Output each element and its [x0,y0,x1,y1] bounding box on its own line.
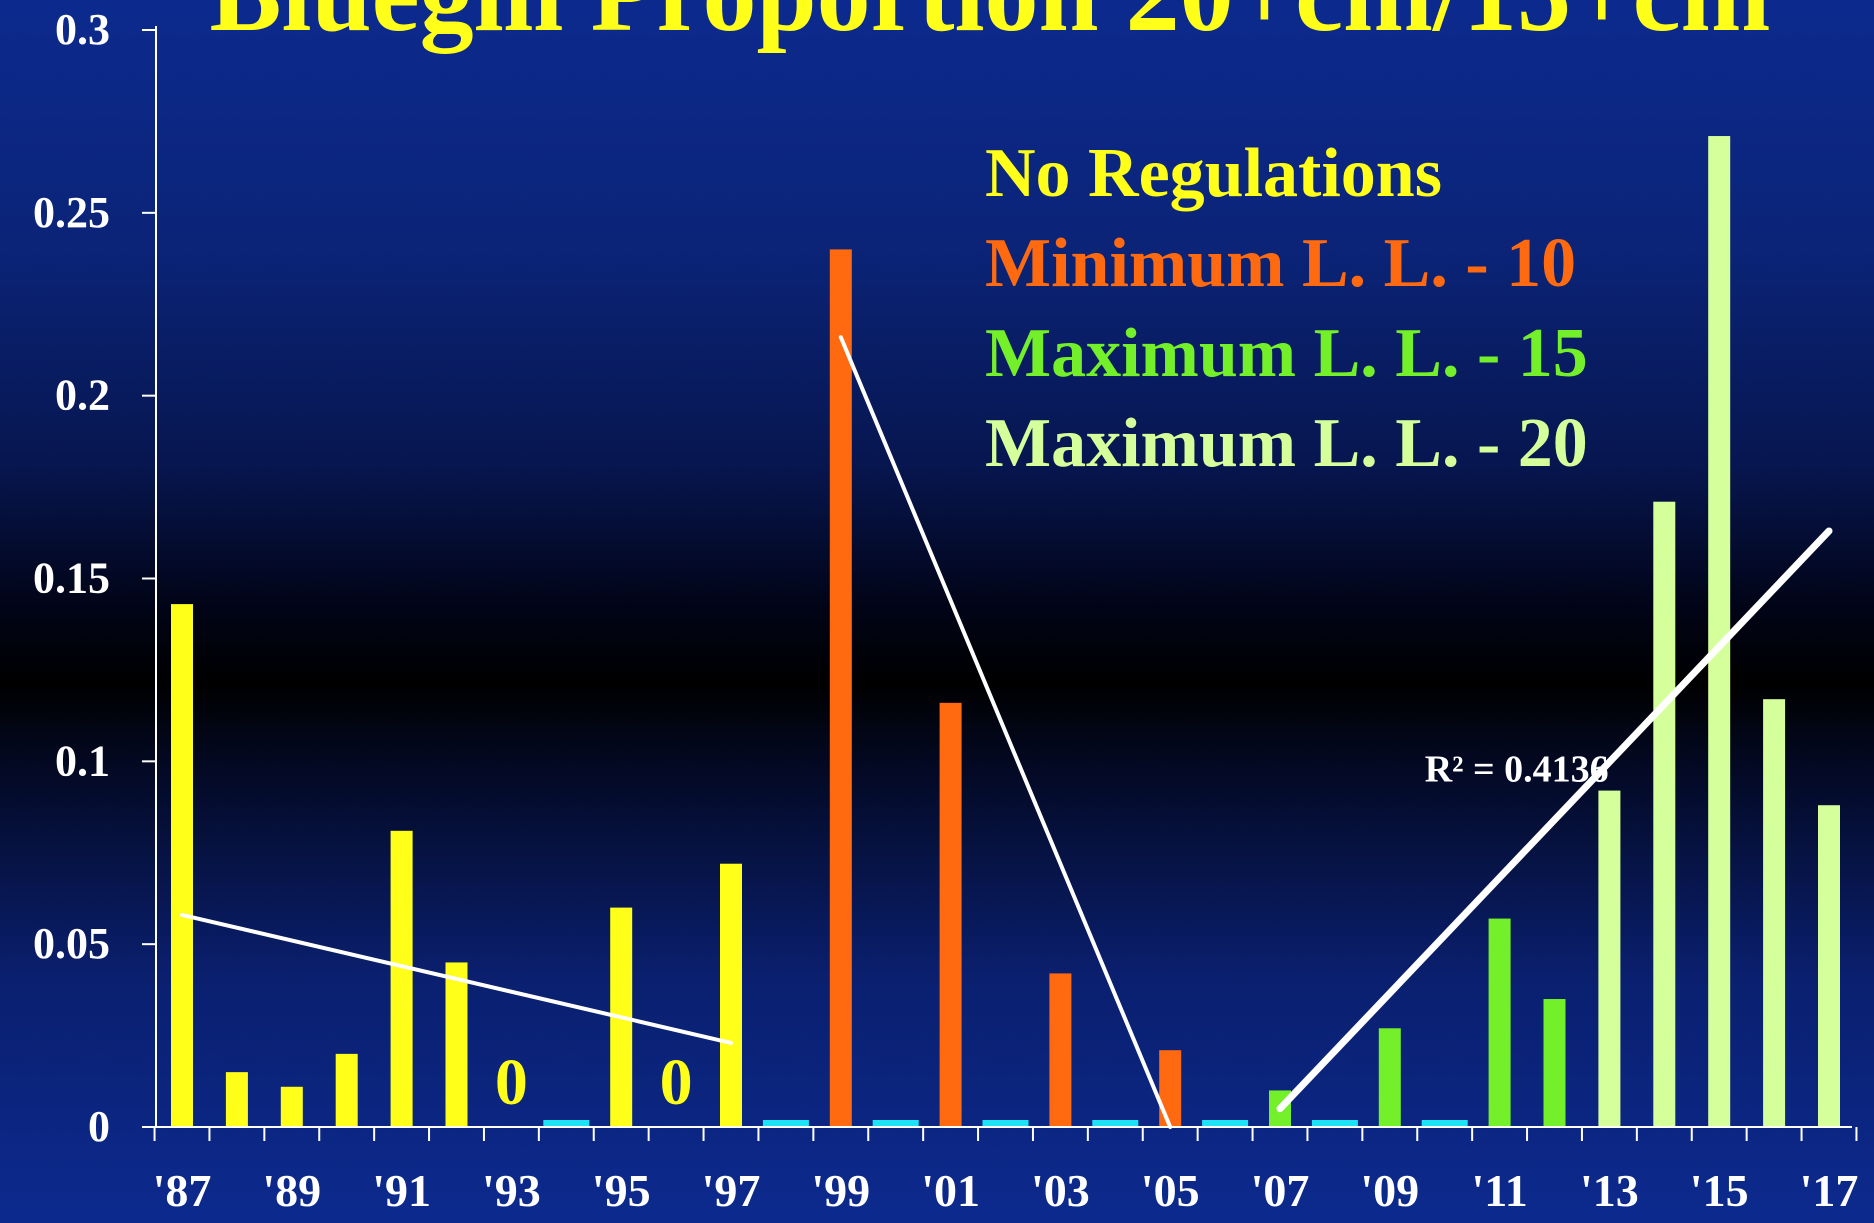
gap-marker [1202,1120,1249,1127]
x-tick-label: '99 [811,1165,870,1216]
gap-marker [982,1120,1029,1127]
x-tick-label: '09 [1360,1165,1419,1216]
bar [445,962,468,1127]
y-tick-label: 0.1 [55,736,110,785]
bar [1763,699,1786,1127]
bar [1049,973,1072,1127]
x-tick-label: '93 [482,1165,541,1216]
bar [939,702,962,1127]
bar [1159,1050,1182,1127]
y-tick-label: 0.2 [55,371,110,420]
bar [225,1072,248,1127]
gap-marker [1311,1120,1358,1127]
bar [1598,790,1621,1127]
y-tick-label: 0 [88,1102,110,1151]
x-tick-label: '01 [921,1165,980,1216]
y-tick-label: 0.05 [33,919,110,968]
gap-marker [1092,1120,1139,1127]
bar [1708,136,1731,1127]
bar [335,1053,358,1127]
x-tick-label: '89 [262,1165,321,1216]
zero-value-label: 0 [495,1046,528,1119]
bar [280,1086,303,1127]
bar [390,830,413,1127]
gap-marker [1421,1120,1468,1127]
gap-marker [872,1120,919,1127]
bar [1488,918,1511,1127]
x-tick-label: '11 [1471,1165,1527,1216]
legend-entry: Maximum L. L. - 20 [985,405,1588,482]
gap-marker [543,1120,590,1127]
x-tick-label: '17 [1800,1165,1859,1216]
x-tick-label: '91 [372,1165,431,1216]
chart-title: Bluegill Proportion 20+cm/15+cm [210,0,1771,54]
bar [1378,1028,1401,1127]
legend: No Regulations Minimum L. L. - 10 Maximum … [985,135,1588,482]
y-tick-label: 0.3 [55,5,110,54]
zero-value-label: 0 [660,1046,693,1119]
r-squared-annotation: R² = 0.4136 [1425,749,1609,791]
x-tick-label: '05 [1141,1165,1200,1216]
trend-line [180,912,733,1045]
x-tick-label: '97 [702,1165,761,1216]
legend-entry: No Regulations [985,135,1442,212]
x-tick-label: '95 [592,1165,651,1216]
x-tick-label: '03 [1031,1165,1090,1216]
x-tick-label: '07 [1251,1165,1310,1216]
y-tick-label: 0.25 [33,188,110,237]
bar [720,863,742,1127]
x-tick-label: '87 [153,1165,212,1216]
x-tick-label: '13 [1580,1165,1639,1216]
trend-lines [180,335,1833,1129]
trend-line [838,335,1173,1129]
bar [829,249,852,1127]
legend-entry: Maximum L. L. - 15 [985,315,1588,392]
legend-entry: Minimum L. L. - 10 [985,225,1576,302]
bar [171,604,193,1127]
gap-marker [762,1120,809,1127]
bar [1653,501,1676,1128]
bar [1543,999,1566,1127]
axes: 0 0.05 0.1 0.15 0.2 0.25 0.3 '87 '89 '91 '93 '95 '97… [33,5,1858,1216]
trend-line [1276,527,1833,1113]
x-tick-label: '15 [1690,1165,1749,1216]
y-tick-label: 0.15 [33,554,110,603]
bar [1818,805,1840,1127]
